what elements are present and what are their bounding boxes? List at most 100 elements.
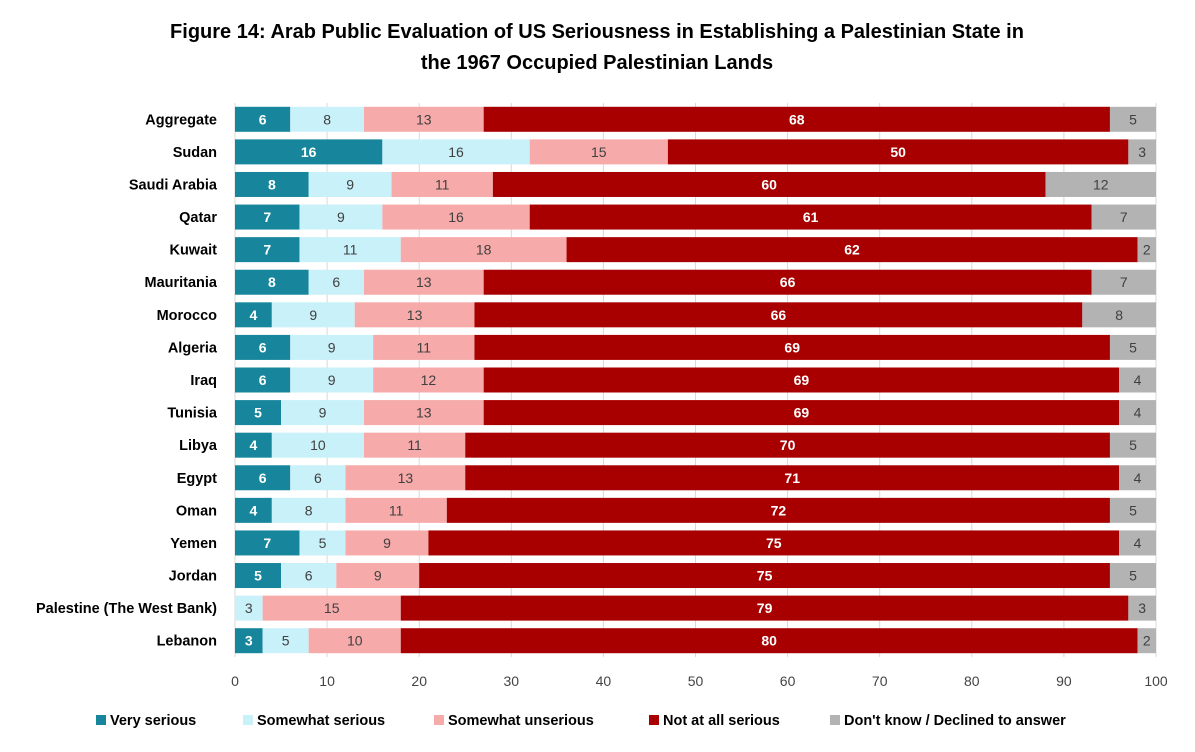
data-label: 2	[1143, 242, 1151, 258]
bar-somewhat-unserious	[363, 106, 484, 132]
bar-somewhat-unserious	[345, 465, 466, 491]
legend-swatch-don-t-know-declined-to-answer	[830, 715, 840, 725]
chart-title-line-2: the 1967 Occupied Palestinian Lands	[421, 52, 773, 74]
data-label: 5	[1129, 111, 1137, 127]
data-label: 69	[794, 372, 810, 388]
data-label: 68	[789, 111, 805, 127]
bar-somewhat-unserious	[363, 432, 466, 458]
bar-don-t-know-declined-to-answer	[1137, 237, 1156, 263]
bar-very-serious	[235, 497, 272, 523]
data-label: 16	[448, 209, 464, 225]
bar-not-at-all-serious	[492, 171, 1046, 197]
data-label: 66	[780, 274, 796, 290]
legend-swatch-somewhat-serious	[243, 715, 253, 725]
x-axis-ticks: 0 10 20 30 40 50 60 70 80 90 100	[231, 673, 1168, 689]
bar-somewhat-serious	[299, 530, 346, 556]
data-label: 9	[319, 405, 327, 421]
x-tick-label: 30	[504, 673, 520, 689]
data-label: 9	[337, 209, 345, 225]
bar-not-at-all-serious	[483, 367, 1120, 393]
category-label: Tunisia	[167, 406, 218, 422]
data-label: 9	[309, 307, 317, 323]
data-label: 5	[319, 535, 327, 551]
data-label: 12	[1093, 176, 1109, 192]
data-label: 72	[771, 502, 787, 518]
bar-very-serious	[235, 269, 309, 295]
bar-somewhat-unserious	[354, 302, 475, 328]
bar-very-serious	[235, 367, 291, 393]
data-label: 5	[254, 568, 262, 584]
bar-don-t-know-declined-to-answer	[1128, 139, 1156, 165]
bar-don-t-know-declined-to-answer	[1119, 400, 1156, 426]
bar-somewhat-serious	[308, 171, 392, 197]
x-tick-label: 80	[964, 673, 980, 689]
data-label: 3	[1138, 144, 1146, 160]
x-tick-label: 60	[780, 673, 796, 689]
legend-label-don-t-know-declined-to-answer: Don't know / Declined to answer	[844, 713, 1066, 729]
data-label: 9	[346, 176, 354, 192]
data-label: 12	[421, 372, 437, 388]
data-label: 7	[1120, 274, 1128, 290]
bar-somewhat-unserious	[373, 367, 484, 393]
bar-not-at-all-serious	[483, 106, 1110, 132]
bar-somewhat-unserious	[363, 269, 484, 295]
data-label: 79	[757, 600, 773, 616]
category-label: Iraq	[190, 373, 217, 389]
x-tick-label: 10	[319, 673, 335, 689]
legend-label-somewhat-unserious: Somewhat unserious	[448, 713, 594, 729]
data-label: 8	[268, 176, 276, 192]
data-label: 71	[784, 470, 800, 486]
data-label: 3	[1138, 600, 1146, 616]
category-label: Mauritania	[144, 275, 217, 291]
bar-not-at-all-serious	[529, 204, 1092, 230]
bar-somewhat-unserious	[262, 595, 401, 621]
bar-very-serious	[235, 204, 300, 230]
x-tick-label: 70	[872, 673, 888, 689]
data-label: 6	[259, 339, 267, 355]
legend-label-very-serious: Very serious	[110, 713, 196, 729]
data-label: 9	[383, 535, 391, 551]
x-tick-label: 100	[1144, 673, 1168, 689]
data-label: 6	[314, 470, 322, 486]
data-label: 8	[323, 111, 331, 127]
data-label: 11	[435, 176, 450, 192]
bar-very-serious	[235, 139, 383, 165]
data-label: 8	[268, 274, 276, 290]
data-label: 13	[407, 307, 423, 323]
data-label: 7	[1120, 209, 1128, 225]
bar-somewhat-serious	[281, 400, 364, 426]
data-label: 4	[1134, 372, 1142, 388]
data-label: 11	[407, 437, 422, 453]
data-label: 4	[1134, 535, 1142, 551]
category-label: Egypt	[177, 471, 217, 487]
data-label: 5	[254, 405, 262, 421]
legend-swatch-very-serious	[96, 715, 106, 725]
bar-somewhat-serious	[299, 204, 383, 230]
data-label: 6	[332, 274, 340, 290]
bar-very-serious	[235, 628, 263, 654]
category-label: Jordan	[169, 569, 217, 585]
data-label: 13	[416, 111, 432, 127]
category-label: Palestine (The West Bank)	[36, 601, 217, 617]
data-label: 8	[1115, 307, 1123, 323]
data-label: 62	[844, 242, 860, 258]
data-label: 16	[301, 144, 317, 160]
bar-somewhat-serious	[290, 465, 346, 491]
bar-somewhat-serious	[290, 367, 374, 393]
bar-very-serious	[235, 334, 291, 360]
data-label: 4	[1134, 405, 1142, 421]
bar-not-at-all-serious	[566, 237, 1138, 263]
bar-somewhat-serious	[290, 106, 364, 132]
bar-don-t-know-declined-to-answer	[1109, 563, 1156, 589]
bar-somewhat-unserious	[345, 497, 447, 523]
bar-don-t-know-declined-to-answer	[1045, 171, 1156, 197]
data-label: 9	[328, 339, 336, 355]
category-label: Saudi Arabia	[129, 177, 218, 193]
data-label: 80	[761, 633, 777, 649]
bar-somewhat-serious	[299, 237, 401, 263]
bar-very-serious	[235, 563, 282, 589]
bar-not-at-all-serious	[474, 334, 1110, 360]
bar-not-at-all-serious	[465, 465, 1120, 491]
bar-somewhat-unserious	[382, 204, 530, 230]
bar-somewhat-unserious	[336, 563, 420, 589]
